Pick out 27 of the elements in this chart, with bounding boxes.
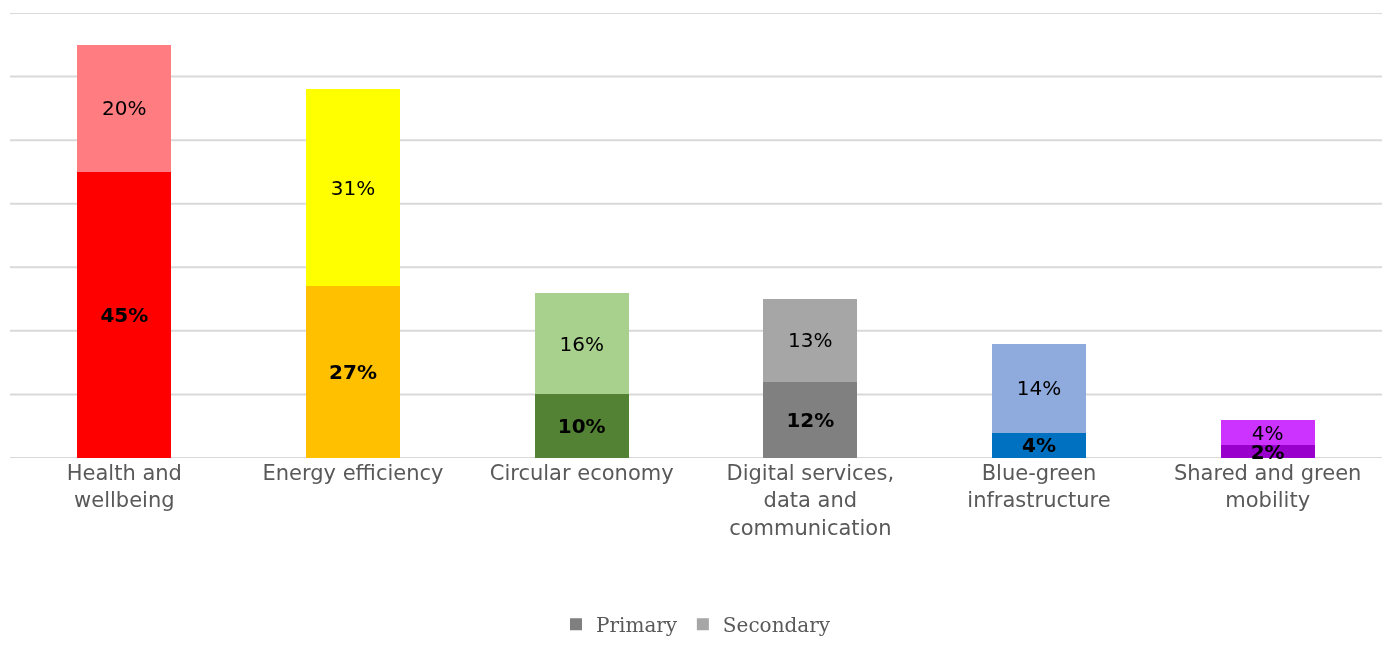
bar <box>306 89 400 287</box>
data-label: 20% <box>102 96 147 121</box>
x-tick-label: Shared and green mobility <box>1173 461 1362 513</box>
bar <box>77 44 172 172</box>
data-label: 16% <box>559 331 604 356</box>
x-tick-label: Blue-green infrastructure <box>967 461 1111 513</box>
bar <box>534 292 629 395</box>
bar <box>763 299 858 382</box>
bar <box>992 343 1086 433</box>
data-label: 14% <box>1016 376 1062 401</box>
x-tick-label: Digital services, data and communication <box>726 461 895 540</box>
x-tick-label: Circular economy <box>489 461 674 485</box>
data-label: 31% <box>330 175 376 200</box>
data-label: 4% <box>1022 433 1056 458</box>
bar <box>534 394 629 458</box>
data-label: 45% <box>100 302 149 327</box>
data-label: 13% <box>788 328 833 353</box>
legend-label: Primary <box>596 613 678 638</box>
x-tick-label: Health and wellbeing <box>66 461 182 513</box>
bar <box>763 381 858 458</box>
legend-label: Secondary <box>722 613 831 638</box>
data-label: 10% <box>557 414 606 439</box>
data-label: 27% <box>329 360 377 385</box>
data-label: 12% <box>786 407 835 432</box>
x-tick-label: Energy efficiency <box>262 461 444 485</box>
bar <box>306 286 400 458</box>
bar <box>77 171 172 458</box>
